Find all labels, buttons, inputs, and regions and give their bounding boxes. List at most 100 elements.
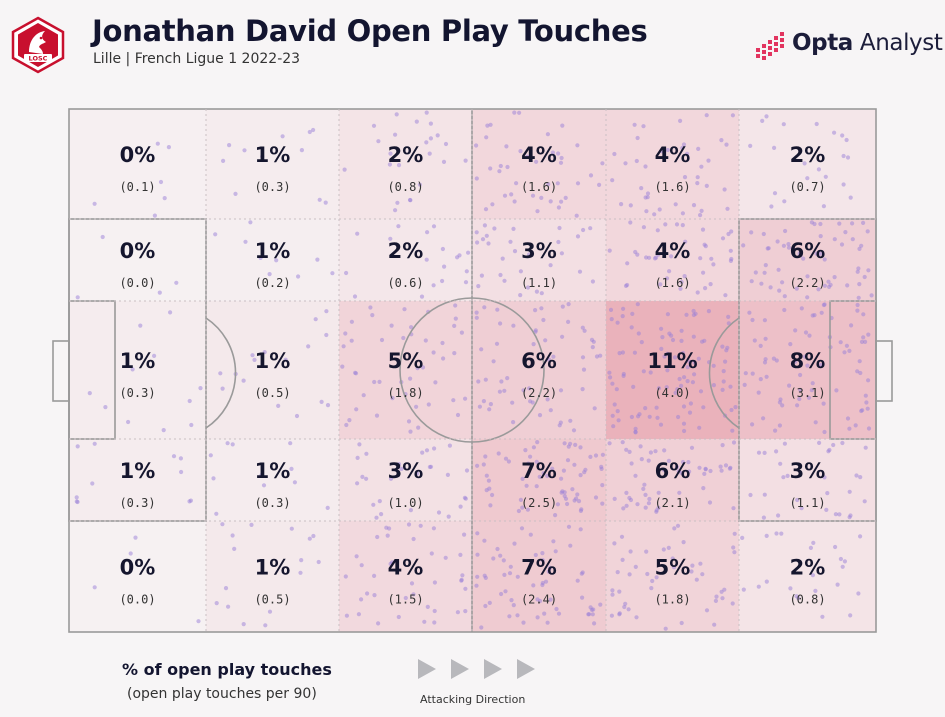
touch-dot bbox=[370, 313, 375, 318]
touch-dot bbox=[580, 355, 586, 360]
touch-dot bbox=[187, 398, 192, 404]
touch-dot bbox=[593, 453, 599, 458]
touch-dot bbox=[221, 158, 226, 163]
touch-dot bbox=[482, 573, 487, 578]
touch-dot bbox=[463, 158, 468, 163]
touch-dot bbox=[866, 268, 871, 273]
touch-dot bbox=[342, 167, 347, 172]
touch-dot bbox=[672, 355, 678, 360]
touch-dot bbox=[492, 226, 497, 231]
touch-dot bbox=[670, 556, 675, 561]
touch-dot bbox=[374, 515, 379, 520]
touch-dot bbox=[725, 206, 730, 211]
touch-dot bbox=[593, 495, 599, 500]
touch-dot bbox=[403, 595, 408, 601]
touch-dot bbox=[556, 151, 561, 156]
touch-dot bbox=[839, 242, 845, 247]
touch-dot bbox=[399, 466, 404, 471]
touch-dot bbox=[643, 492, 648, 497]
touch-dot bbox=[371, 502, 376, 507]
touch-dot bbox=[639, 186, 644, 191]
cell-percent-label: 4% bbox=[655, 143, 691, 167]
heat-cell-r0-c0 bbox=[69, 109, 206, 219]
touch-dot bbox=[545, 620, 550, 625]
touch-dot bbox=[675, 387, 680, 392]
touch-dot bbox=[623, 601, 628, 606]
touch-dot bbox=[628, 203, 633, 208]
touch-dot bbox=[530, 400, 535, 405]
touch-dot bbox=[814, 121, 819, 127]
touch-dot bbox=[187, 499, 192, 504]
touch-dot bbox=[483, 603, 488, 609]
touch-dot bbox=[644, 255, 649, 260]
touch-dot bbox=[781, 122, 786, 127]
brand-name-light: Analyst bbox=[859, 30, 943, 56]
touch-dot bbox=[424, 140, 429, 145]
touch-dot bbox=[498, 163, 503, 169]
touch-dot bbox=[624, 490, 629, 495]
touch-dot bbox=[630, 311, 635, 316]
touch-dot bbox=[711, 383, 717, 388]
touch-dot bbox=[750, 371, 755, 376]
touch-dot bbox=[762, 492, 767, 497]
heat-cell-r3-c5 bbox=[739, 439, 876, 521]
touch-dot bbox=[638, 444, 643, 449]
touch-dot bbox=[241, 378, 246, 383]
touch-dot bbox=[729, 229, 734, 234]
touch-dot bbox=[508, 564, 513, 569]
touch-dot bbox=[474, 176, 479, 181]
touch-dot bbox=[578, 445, 583, 450]
touch-dot bbox=[699, 164, 704, 169]
touch-dot bbox=[92, 441, 97, 446]
touch-dot bbox=[615, 409, 620, 414]
cell-percent-label: 0% bbox=[120, 556, 156, 580]
touch-dot bbox=[396, 163, 402, 168]
touch-dot bbox=[722, 587, 727, 592]
touch-dot bbox=[557, 423, 562, 428]
touch-dot bbox=[608, 307, 614, 312]
touch-dot bbox=[720, 443, 725, 448]
touch-dot bbox=[624, 447, 629, 452]
touch-dot bbox=[731, 506, 736, 511]
center-circle bbox=[399, 297, 545, 443]
touch-dot bbox=[168, 310, 173, 315]
touch-dot bbox=[819, 310, 824, 315]
touch-dot bbox=[527, 252, 532, 257]
touch-dot bbox=[497, 389, 502, 394]
touch-dot bbox=[697, 465, 702, 470]
touch-dot bbox=[319, 399, 324, 404]
touch-dot bbox=[431, 350, 436, 355]
touch-dot bbox=[633, 564, 638, 570]
touch-dot bbox=[315, 257, 320, 262]
touch-dot bbox=[474, 310, 479, 315]
touch-dot bbox=[635, 135, 640, 141]
touch-dot bbox=[539, 195, 544, 200]
touch-dot bbox=[781, 475, 786, 480]
touch-dot bbox=[721, 369, 726, 374]
touch-dot bbox=[731, 545, 736, 550]
touch-dot bbox=[810, 381, 815, 386]
touch-dot bbox=[632, 350, 638, 355]
touch-dot bbox=[560, 123, 565, 128]
left-penalty-arc bbox=[205, 317, 237, 429]
touch-dot bbox=[540, 580, 545, 586]
touch-dot bbox=[844, 343, 850, 348]
touch-dot bbox=[198, 386, 203, 391]
touch-dot bbox=[691, 203, 697, 208]
touch-dot bbox=[179, 469, 184, 475]
touch-dot bbox=[431, 283, 436, 288]
touch-dot bbox=[330, 271, 335, 276]
touch-dot bbox=[681, 142, 687, 147]
touch-dot bbox=[551, 539, 556, 544]
touch-dot bbox=[447, 443, 452, 448]
touch-dot bbox=[660, 335, 665, 340]
touch-dot bbox=[678, 118, 683, 123]
touch-dot bbox=[680, 459, 686, 465]
touch-dot bbox=[861, 312, 866, 317]
touch-dot bbox=[325, 403, 331, 408]
touch-dot bbox=[525, 285, 531, 290]
touch-dot bbox=[777, 423, 783, 428]
touch-dot bbox=[680, 145, 685, 151]
touch-dot bbox=[788, 586, 793, 591]
touch-dot bbox=[138, 323, 143, 328]
